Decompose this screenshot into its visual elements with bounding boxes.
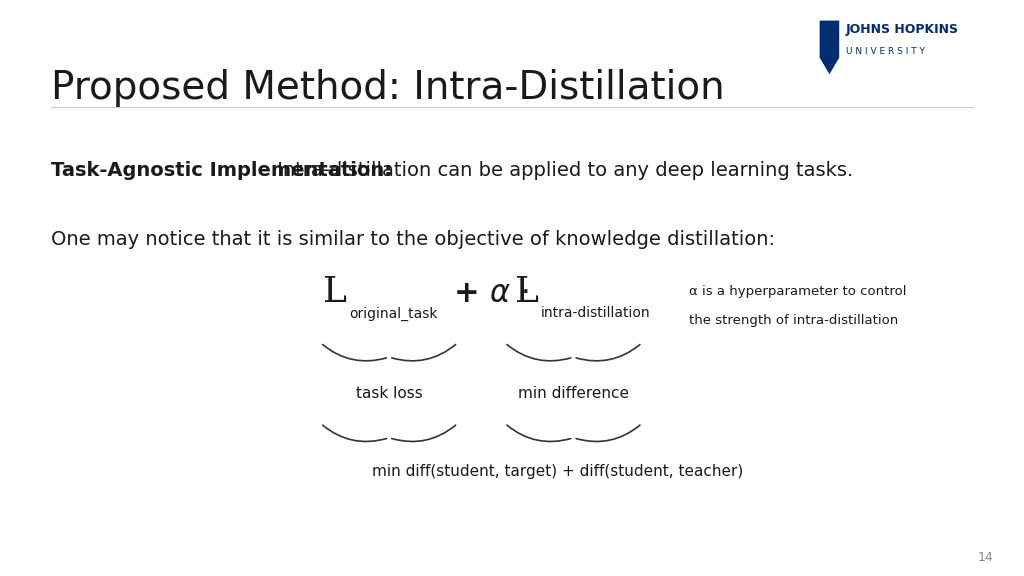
Polygon shape <box>819 20 840 75</box>
Text: U N I V E R S I T Y: U N I V E R S I T Y <box>846 47 925 56</box>
Text: min difference: min difference <box>518 386 629 401</box>
Text: One may notice that it is similar to the objective of knowledge distillation:: One may notice that it is similar to the… <box>51 230 775 249</box>
Text: α is a hyperparameter to control: α is a hyperparameter to control <box>689 286 906 298</box>
Text: task loss: task loss <box>355 386 423 401</box>
Text: min diff(student, target) + diff(student, teacher): min diff(student, target) + diff(student… <box>372 464 743 479</box>
Text: the strength of intra-distillation: the strength of intra-distillation <box>689 314 898 327</box>
Text: Intra-distillation can be applied to any deep learning tasks.: Intra-distillation can be applied to any… <box>271 161 854 180</box>
Text: JOHNS HOPKINS: JOHNS HOPKINS <box>846 23 958 36</box>
Text: intra-distillation: intra-distillation <box>541 306 650 320</box>
Text: original_task: original_task <box>349 306 437 320</box>
Text: 14: 14 <box>978 551 993 564</box>
Text: L: L <box>515 275 539 309</box>
Text: Task-Agnostic Implementation:: Task-Agnostic Implementation: <box>51 161 392 180</box>
Text: L: L <box>323 275 346 309</box>
Text: Proposed Method: Intra-Distillation: Proposed Method: Intra-Distillation <box>51 69 725 107</box>
Text: + $\alpha$ $\cdot$: + $\alpha$ $\cdot$ <box>443 279 532 308</box>
